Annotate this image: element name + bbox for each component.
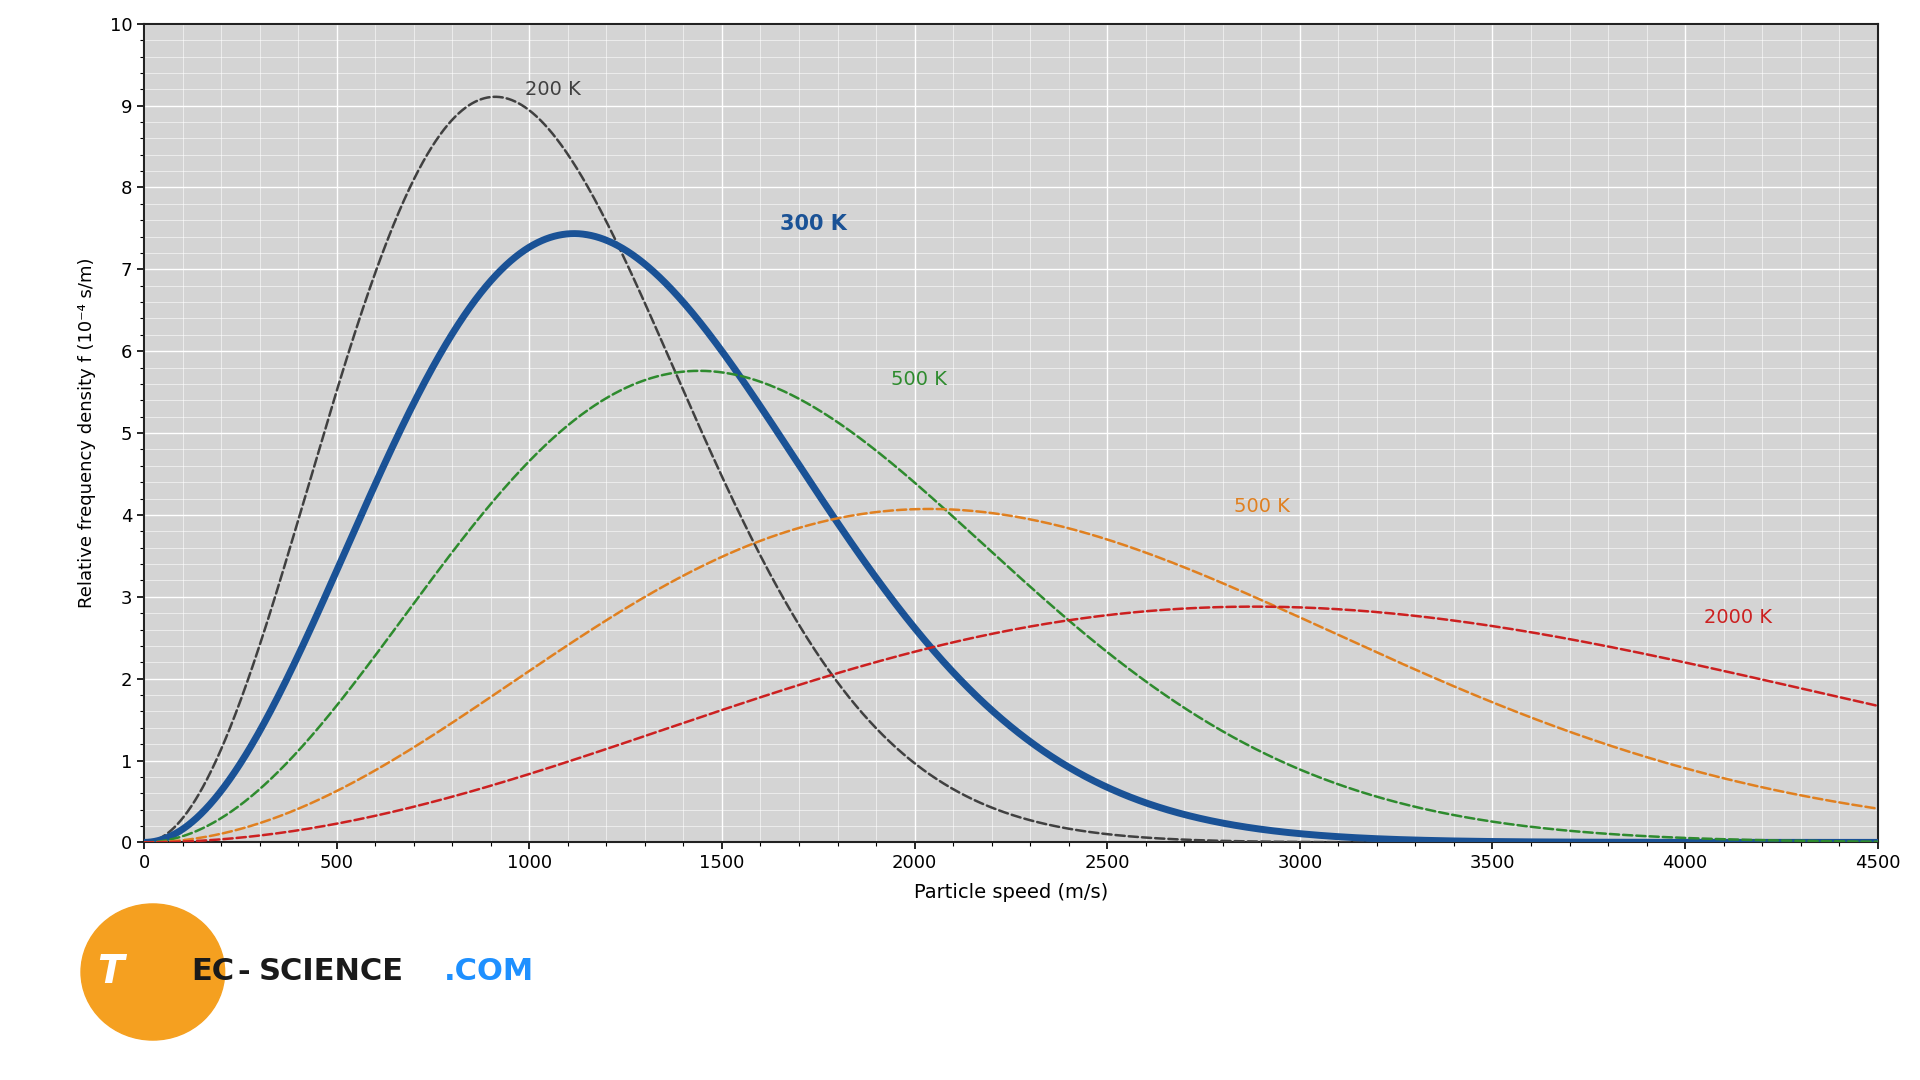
X-axis label: Particle speed (m/s): Particle speed (m/s) — [914, 883, 1108, 902]
Text: T: T — [98, 953, 125, 991]
Ellipse shape — [81, 904, 225, 1040]
Text: .COM: .COM — [444, 958, 534, 986]
Text: 200 K: 200 K — [526, 80, 582, 98]
Text: 300 K: 300 K — [780, 214, 847, 234]
Text: EC: EC — [190, 958, 234, 986]
Text: 2000 K: 2000 K — [1705, 608, 1772, 626]
Text: 500 K: 500 K — [1235, 497, 1290, 516]
Text: SCIENCE: SCIENCE — [259, 958, 403, 986]
Text: 500 K: 500 K — [891, 370, 947, 390]
Y-axis label: Relative frequency density f (10⁻⁴ s/m): Relative frequency density f (10⁻⁴ s/m) — [77, 258, 96, 608]
Text: -: - — [238, 958, 250, 986]
